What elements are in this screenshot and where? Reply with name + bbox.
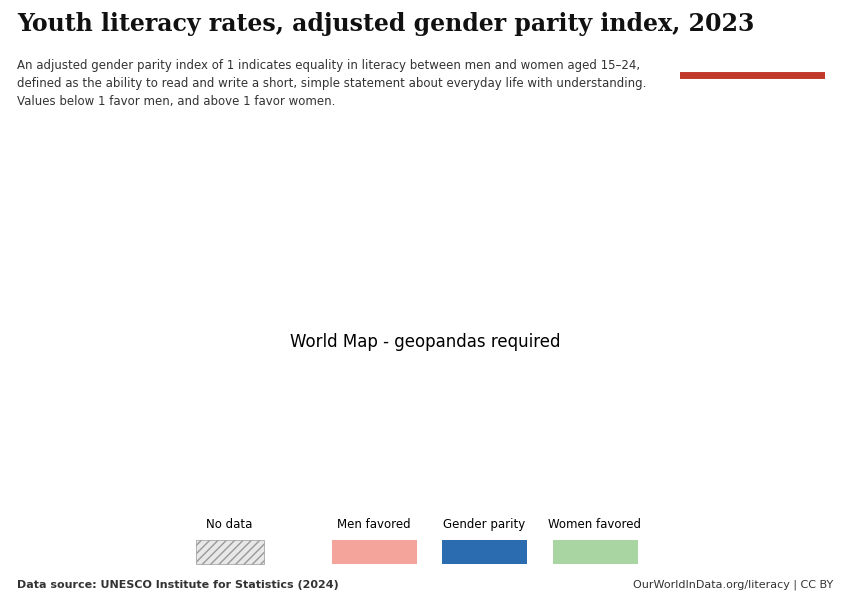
Text: in Data: in Data — [727, 56, 778, 69]
FancyBboxPatch shape — [552, 540, 638, 564]
FancyBboxPatch shape — [196, 540, 264, 564]
Text: Women favored: Women favored — [548, 518, 642, 531]
FancyBboxPatch shape — [442, 540, 527, 564]
Text: Youth literacy rates, adjusted gender parity index, 2023: Youth literacy rates, adjusted gender pa… — [17, 13, 755, 37]
Text: World Map - geopandas required: World Map - geopandas required — [290, 333, 560, 351]
Text: Gender parity: Gender parity — [444, 518, 525, 531]
Text: OurWorldInData.org/literacy | CC BY: OurWorldInData.org/literacy | CC BY — [632, 580, 833, 590]
Text: Our World: Our World — [717, 31, 788, 44]
Text: Men favored: Men favored — [337, 518, 411, 531]
Text: No data: No data — [207, 518, 252, 531]
Text: Data source: UNESCO Institute for Statistics (2024): Data source: UNESCO Institute for Statis… — [17, 580, 339, 590]
Text: An adjusted gender parity index of 1 indicates equality in literacy between men : An adjusted gender parity index of 1 ind… — [17, 59, 646, 108]
FancyBboxPatch shape — [332, 540, 416, 564]
